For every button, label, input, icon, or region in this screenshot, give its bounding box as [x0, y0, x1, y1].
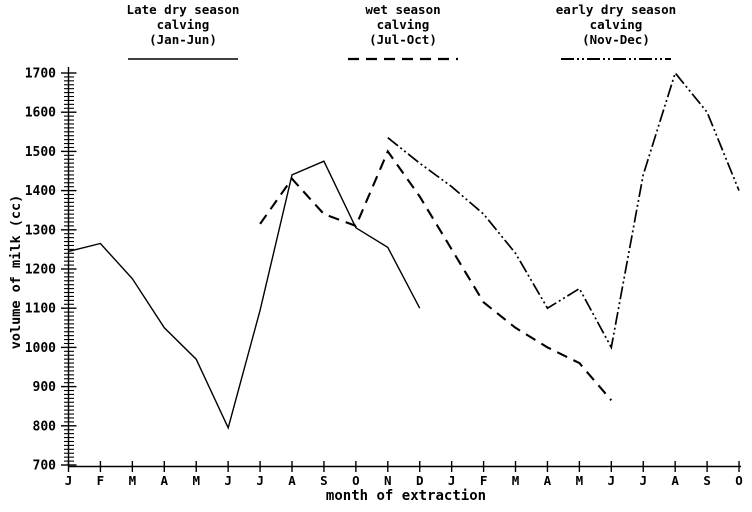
legend-label-line: calving	[589, 17, 643, 32]
x-tick-label: J	[65, 473, 73, 488]
y-tick-label: 900	[33, 380, 57, 395]
y-tick-label: 1100	[25, 302, 56, 317]
legend-label-line: early dry season	[555, 2, 677, 17]
legend-label-line: calving	[156, 17, 210, 32]
x-tick-label: J	[224, 473, 232, 488]
y-tick-label: 1200	[25, 263, 56, 278]
y-tick-label: 1600	[25, 106, 56, 121]
x-tick-label: M	[192, 473, 200, 488]
legend-line-sample-dashed	[348, 57, 458, 61]
x-tick-label: J	[448, 473, 456, 488]
y-tick-label: 1400	[25, 184, 56, 199]
x-tick-label: J	[639, 473, 647, 488]
legend-line-sample-dashdot	[561, 58, 671, 60]
series-line-solid	[68, 160, 421, 430]
x-tick-label: N	[384, 473, 392, 488]
x-tick-label: M	[129, 473, 137, 488]
legend-item-early-dry-season: early dry season calving (Nov-Dec)	[536, 2, 696, 62]
x-tick-label: S	[703, 473, 711, 488]
legend-item-late-dry-season: Late dry season calving (Jan-Jun)	[103, 2, 263, 62]
legend-label-line: wet season	[365, 2, 441, 17]
y-axis-title: volume of milk (cc)	[8, 194, 24, 350]
x-tick-label: S	[320, 473, 328, 488]
x-tick-label: O	[352, 473, 360, 488]
legend-item-wet-season: wet season calving (Jul-Oct)	[323, 2, 483, 62]
x-tick-label: A	[544, 473, 552, 488]
legend-label-line: (Jul-Oct)	[369, 32, 437, 47]
y-tick-label: 700	[33, 459, 57, 474]
x-tick-label: A	[288, 473, 296, 488]
y-tick-label: 800	[33, 419, 57, 434]
y-tick-label: 1300	[25, 223, 56, 238]
y-tick-label: 1700	[25, 67, 56, 82]
legend-label-line: (Nov-Dec)	[582, 32, 650, 47]
x-tick-label: O	[735, 473, 743, 488]
x-tick-label: J	[608, 473, 616, 488]
x-tick-label: M	[576, 473, 584, 488]
legend-label-line: calving	[376, 17, 430, 32]
x-tick-label: J	[256, 473, 264, 488]
x-tick-label: A	[671, 473, 679, 488]
series-line-dashdot	[387, 71, 740, 350]
legend-label-line: (Jan-Jun)	[149, 32, 217, 47]
x-tick-label: D	[416, 473, 424, 488]
x-tick-label: A	[161, 473, 169, 488]
y-tick-label: 1000	[25, 341, 56, 356]
x-axis-title: month of extraction	[325, 488, 487, 504]
x-tick-label: F	[480, 473, 488, 488]
x-tick-label: F	[97, 473, 105, 488]
y-tick-label: 1500	[25, 145, 56, 160]
legend-label-line: Late dry season	[126, 2, 240, 17]
legend-line-sample-solid	[128, 58, 238, 60]
x-tick-label: M	[512, 473, 520, 488]
series-line-dashed	[259, 149, 613, 401]
